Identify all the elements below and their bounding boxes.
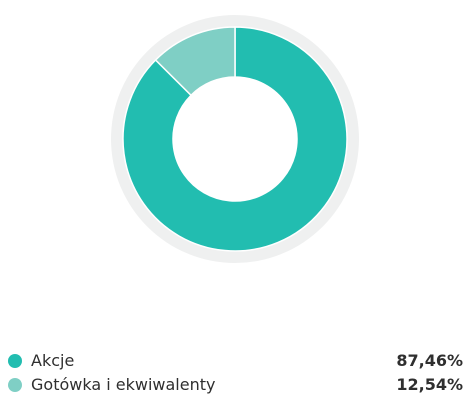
donut-hole: [173, 77, 297, 201]
legend-label: Gotówka i ekwiwalenty: [31, 375, 216, 394]
legend-dot-gotowka: [8, 378, 22, 392]
legend: Akcje 87,46% Gotówka i ekwiwalenty 12,54…: [8, 349, 463, 397]
legend-value: 12,54%: [396, 375, 463, 394]
legend-value: 87,46%: [396, 351, 463, 370]
donut-slices: [122, 26, 348, 252]
donut-chart: [111, 15, 359, 263]
legend-item-akcje[interactable]: Akcje 87,46%: [8, 349, 463, 373]
legend-dot-akcje: [8, 354, 22, 368]
legend-label: Akcje: [31, 351, 75, 370]
legend-item-gotowka[interactable]: Gotówka i ekwiwalenty 12,54%: [8, 373, 463, 397]
